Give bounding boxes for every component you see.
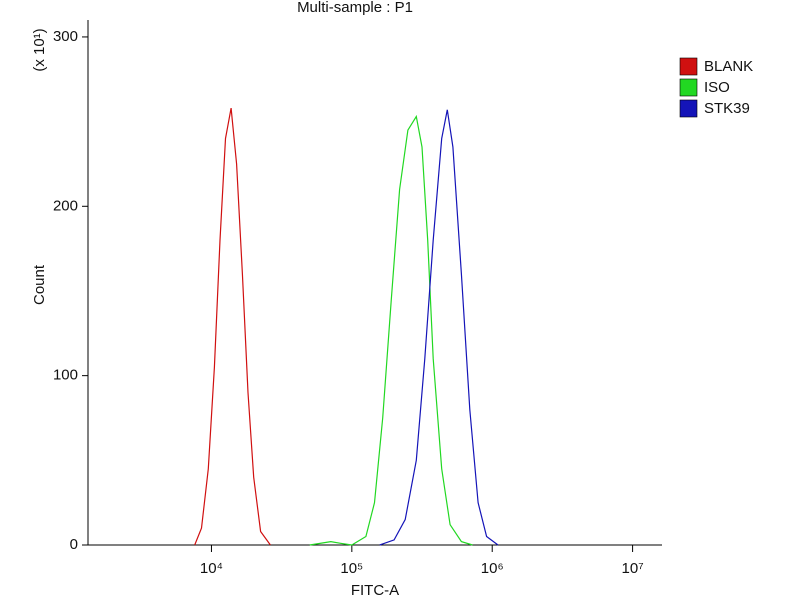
x-tick-label: 10⁶: [481, 560, 504, 577]
legend-swatch: [679, 99, 698, 118]
y-multiplier: (x 10¹): [31, 28, 48, 71]
x-tick-label: 10⁴: [200, 560, 223, 577]
y-tick-label: 200: [53, 197, 78, 214]
histogram-line: [194, 107, 271, 546]
legend-label: ISO: [704, 79, 730, 96]
x-tick-label: 10⁵: [340, 560, 363, 577]
y-tick-label: 0: [70, 536, 78, 553]
y-tick-label: 300: [53, 28, 78, 45]
legend-label: STK39: [704, 100, 750, 117]
legend-swatch: [679, 57, 698, 76]
histogram-line: [379, 109, 499, 546]
y-tick-label: 100: [53, 367, 78, 384]
legend-swatch: [679, 78, 698, 97]
x-tick-label: 10⁷: [622, 560, 644, 577]
chart-title: Multi-sample : P1: [297, 0, 413, 16]
y-axis-label: Count: [31, 264, 48, 305]
legend-label: BLANK: [704, 58, 753, 75]
x-axis-label: FITC-A: [351, 582, 399, 599]
histogram-line: [309, 114, 473, 546]
